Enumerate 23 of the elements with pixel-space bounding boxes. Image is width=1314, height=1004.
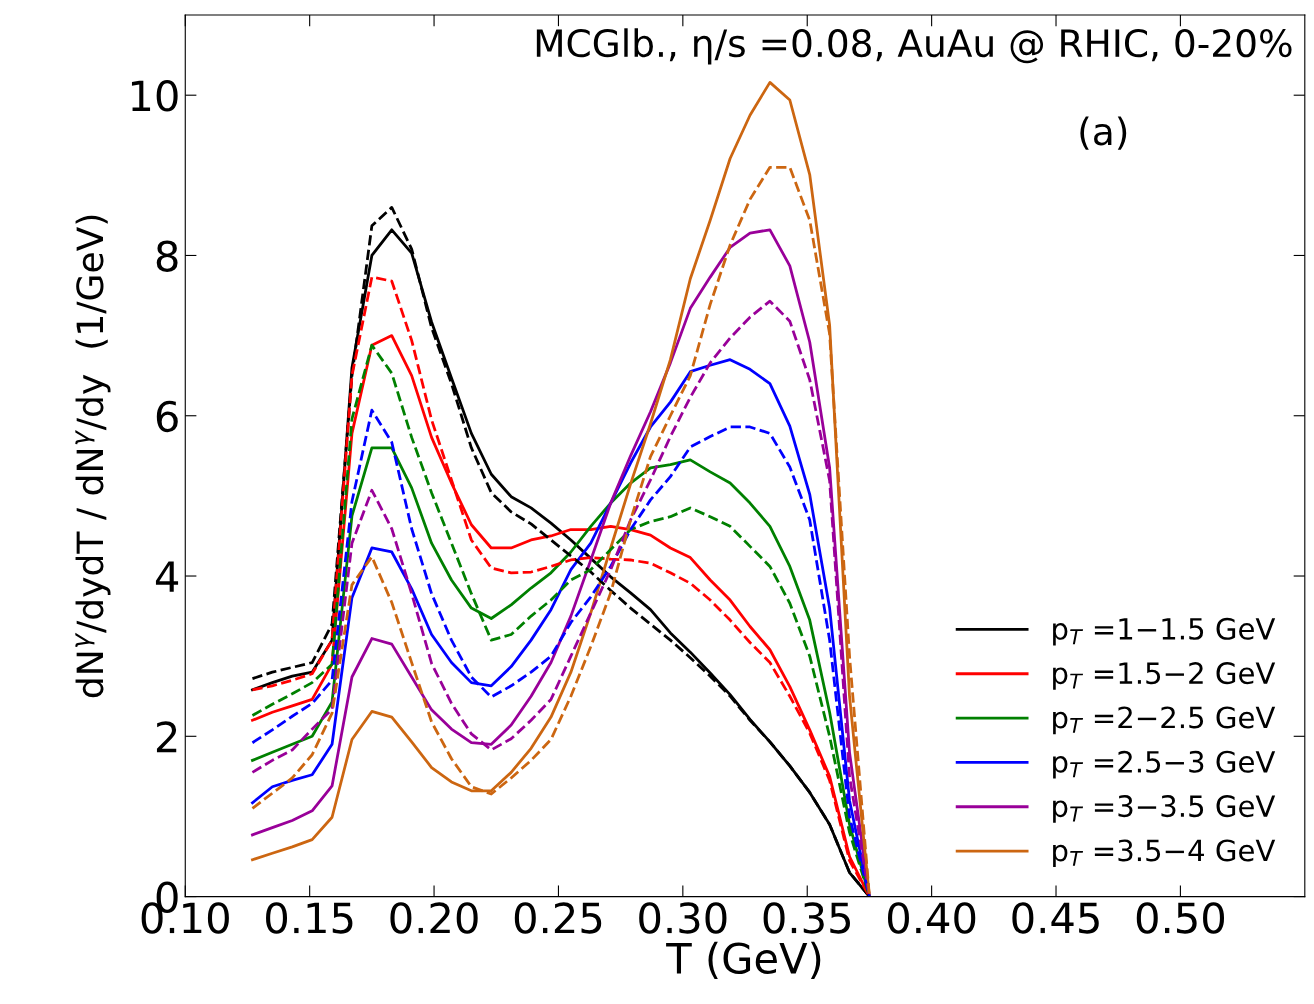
x-tick-label: 0.30 [639, 902, 727, 934]
x-tick-label: 0.35 [763, 902, 850, 934]
y-tick-label: 4 [155, 561, 179, 592]
x-tick-label: 0.50 [1136, 902, 1225, 934]
x-tick-label: 0.20 [390, 902, 478, 934]
legend-label: p$_{T}$ =2.5−3 GeV [1053, 750, 1276, 779]
x-axis-title: T (GeV) [666, 941, 821, 979]
legend-label: p$_{T}$ =3.5−4 GeV [1053, 839, 1276, 868]
chart-title: MCGlb., η/s =0.08, AuAu @ RHIC, 0-20% [536, 28, 1292, 65]
y-tick-label: 6 [156, 400, 178, 433]
y-tick-label: 8 [156, 240, 178, 272]
legend-label: p$_{T}$ =3−3.5 GeV [1053, 795, 1276, 823]
y-tick-label: 10 [131, 80, 178, 112]
x-tick-label: 0.40 [887, 902, 976, 934]
legend-label: p$_{T}$ =2−2.5 GeV [1053, 706, 1276, 735]
y-tick-label: 2 [156, 721, 177, 753]
x-tick-label: 0.45 [1012, 902, 1099, 934]
legend-label: p$_{T}$ =1−1.5 GeV [1053, 617, 1276, 646]
annotation: (a) [1080, 116, 1127, 150]
y-axis-title: dN$^{γ}$/dydT / dN$^{γ}$/dy (1/GeV) [75, 215, 111, 698]
x-tick-label: 0.25 [514, 902, 602, 934]
x-tick-label: 0.15 [266, 902, 353, 934]
legend-label: p$_{T}$ =1.5−2 GeV [1053, 662, 1276, 690]
